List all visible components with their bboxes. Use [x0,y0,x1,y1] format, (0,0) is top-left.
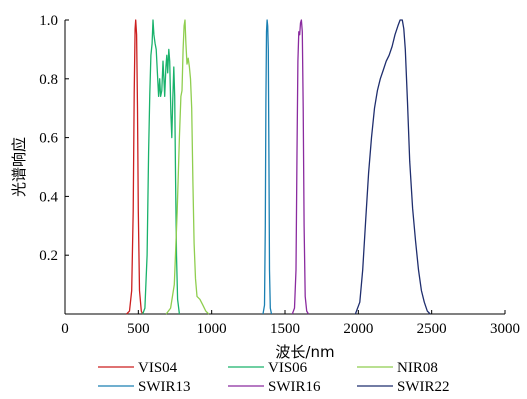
legend-label-swir16: SWIR16 [268,379,321,395]
series-line-vis04 [126,19,144,315]
x-tick-label: 1000 [197,321,227,337]
legend-label-vis06: VIS06 [268,360,308,376]
series-line-nir08 [165,19,210,315]
y-tick-label: 0.4 [39,189,58,205]
x-tick-label: 1500 [270,321,300,337]
series-line-swir22 [354,19,431,315]
series-line-swir13 [262,19,273,315]
y-axis-title: 光谱响应 [10,137,28,197]
series-line-swir16 [291,19,310,315]
series-line-vis06 [142,19,181,315]
legend-label-vis04: VIS04 [138,360,178,376]
x-tick-label: 0 [61,321,69,337]
y-tick-label: 0.8 [39,72,58,88]
series-layer [126,19,431,315]
axes [64,20,505,315]
x-tick-label: 2000 [343,321,373,337]
x-axis-title: 波长/nm [275,343,334,361]
ticks: 0 500 1000 1500 2000 2500 3000 0.2 0.4 0.6 0.8 1.0 [39,13,520,337]
legend-label-swir13: SWIR13 [138,379,191,395]
x-tick-label: 3000 [490,321,520,337]
y-tick-label: 0.2 [39,248,58,264]
x-tick-label: 500 [127,321,150,337]
y-tick-label: 1.0 [39,13,58,29]
legend-label-swir22: SWIR22 [397,379,450,395]
legend: VIS04 VIS06 NIR08 SWIR13 SWIR16 SWIR22 [98,360,450,395]
x-tick-label: 2500 [417,321,447,337]
legend-label-nir08: NIR08 [397,360,438,376]
y-tick-label: 0.6 [39,131,58,147]
